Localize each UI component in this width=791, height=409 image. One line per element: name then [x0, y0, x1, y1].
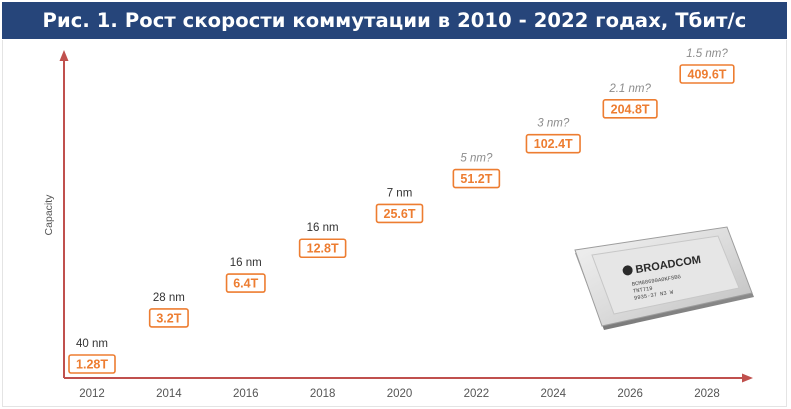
value-label-box [148, 308, 189, 328]
x-tick-label: 2024 [540, 388, 566, 400]
x-tick-label: 2012 [79, 388, 105, 400]
value-label-box [225, 273, 266, 293]
value-label-box [452, 168, 501, 189]
x-tick-label: 2014 [156, 388, 182, 400]
process-node-label: 1.5 nm? [686, 48, 728, 60]
chart-marks: 2012 2014 2016 2018 2020 2022 2024 2026 2028 1.28… [68, 48, 735, 400]
value-label-box [525, 133, 581, 154]
value-label: 51.2T [460, 172, 492, 186]
x-tick-label: 2028 [694, 388, 720, 400]
value-label-box [298, 238, 347, 259]
value-label-box [375, 203, 424, 224]
value-label-box [679, 64, 735, 84]
x-axis-arrow [742, 373, 753, 383]
value-label: 102.4T [534, 137, 573, 151]
x-tick-label: 2016 [233, 388, 259, 400]
process-node-label: 28 nm [153, 292, 185, 304]
value-label: 204.8T [611, 102, 650, 116]
y-axis-label: Capacity [43, 194, 55, 236]
value-label-box [602, 99, 658, 119]
broadcom-logo-icon [622, 265, 633, 276]
process-node-label: 3 nm? [537, 118, 570, 130]
chip-image: BROADCOM BCM88690A0KFSBG TNT719 9935-37 … [574, 226, 754, 330]
process-node-label: 2.1 nm? [608, 83, 651, 95]
process-node-label: 7 nm [387, 187, 413, 199]
value-label: 1.28T [76, 358, 108, 372]
x-tick-label: 2026 [617, 388, 643, 400]
x-tick-label: 2022 [464, 388, 490, 400]
y-axis-arrow [59, 50, 69, 61]
x-tick-label: 2020 [387, 388, 413, 400]
x-tick-label: 2018 [310, 388, 336, 400]
process-node-label: 5 nm? [460, 153, 493, 165]
value-label: 409.6T [688, 68, 727, 82]
process-node-label: 16 nm [307, 222, 339, 234]
figure-title: Рис. 1. Рост скорости коммутации в 2010 … [2, 2, 787, 39]
process-node-label: 16 nm [230, 257, 262, 269]
chip-marking-2: TNT719 [632, 285, 653, 295]
process-node-label: 40 nm [76, 338, 108, 350]
value-label: 6.4T [233, 277, 258, 291]
value-label-box [68, 354, 116, 374]
chart-area [2, 40, 787, 407]
value-label: 25.6T [384, 207, 416, 221]
value-label: 3.2T [156, 311, 181, 325]
value-label: 12.8T [307, 242, 339, 256]
